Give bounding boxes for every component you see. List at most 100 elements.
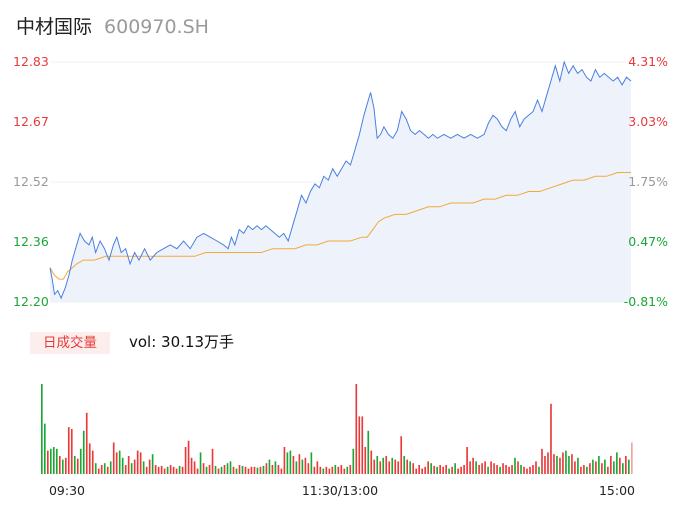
volume-bar [217,468,220,474]
volume-bar [451,466,453,474]
y-axis-price-labels: 12.83 12.67 12.52 12.36 12.20 [13,54,49,309]
price-line [49,60,632,300]
volume-bar [427,461,429,474]
volume-bar [94,463,97,474]
volume-bar [568,456,570,474]
volume-bar [622,463,624,474]
volume-bar [211,448,214,474]
volume-bar [121,457,124,474]
volume-bar [286,452,289,474]
volume-bar [148,459,151,474]
volume-bar [304,457,307,474]
volume-bar [361,416,364,474]
volume-bar [358,416,361,474]
volume-bar [484,461,486,474]
volume-bar [157,466,160,474]
volume-bar [58,456,61,474]
volume-bar [130,463,133,474]
volume-bar [325,466,328,474]
volume-bar [604,459,606,474]
volume-bar [598,456,600,474]
volume-bar [592,459,594,474]
volume-bar [469,461,471,474]
volume-bar [190,457,193,474]
volume-bar [595,461,597,474]
volume-bar [631,442,633,474]
volume-bar [226,463,229,474]
volume-bar [46,450,49,474]
volume-bar [109,461,112,474]
daily-volume-tab[interactable]: 日成交量 [30,332,110,354]
volume-bar [409,461,412,474]
volume-bar [388,461,391,474]
y-tick-pct-2: 1.75% [628,174,668,189]
volume-bar [454,463,456,474]
volume-bar [607,466,609,474]
volume-bar [235,468,238,474]
volume-bar [97,468,100,474]
volume-bar [424,466,426,474]
volume-bar [241,465,244,474]
volume-bar [169,465,172,474]
volume-bar [319,466,322,474]
volume-bar [349,465,352,474]
x-axis-time-labels: 09:30 11:30/13:00 15:00 [49,483,635,498]
volume-bar [385,456,388,474]
volume-bar [280,468,283,474]
volume-bar [274,461,277,474]
volume-bar [589,463,591,474]
volume-bar [289,450,292,474]
volume-bar [136,450,139,474]
volume-bar [565,450,567,474]
volume-bar [511,465,513,474]
volume-bar [253,466,256,474]
y-tick-label-3: 12.36 [13,234,49,249]
volume-bar [196,468,199,474]
volume-bar [550,403,552,474]
volume-bar [445,465,447,474]
volume-bar [202,463,205,474]
volume-bar [415,468,418,474]
volume-bar [160,465,163,474]
y-tick-label-2: 12.52 [13,174,49,189]
volume-bar [64,457,67,474]
volume-bar [265,463,268,474]
y-tick-pct-4: -0.81% [624,294,668,309]
volume-bar [406,459,409,474]
volume-bar [295,461,298,474]
volume-bar [562,452,564,474]
y-tick-pct-3: 0.47% [628,234,668,249]
volume-bar [439,465,441,474]
volume-bar [520,465,522,474]
volume-bar [526,468,528,474]
volume-bar [331,466,334,474]
volume-bar [535,461,537,474]
volume-bar [412,463,415,474]
volume-bar [352,448,355,474]
volume-bar [310,452,313,474]
y-axis-percent-labels: 4.31% 3.03% 1.75% 0.47% -0.81% [624,54,668,309]
volume-bar [49,448,52,474]
volume-bar [508,466,510,474]
volume-bar [337,466,340,474]
volume-bar [475,461,477,474]
volume-bar [397,461,400,474]
average-price-line [49,172,631,280]
volume-bar [460,466,462,474]
volume-bar [544,456,546,474]
volume-bar [85,412,88,474]
volume-bar [529,466,531,474]
volume-bar [223,465,226,474]
volume-bar [298,454,301,474]
volume-bar [493,463,495,474]
volume-bar [523,466,525,474]
volume-bar [481,463,483,474]
volume-bar [316,461,319,474]
volume-bar [532,465,534,474]
volume-bar [334,465,337,474]
stock-header: 中材国际 600970.SH [16,12,209,40]
volume-bar [577,457,579,474]
volume-bar [61,459,64,474]
volume-bar [268,459,271,474]
volume-bar [370,450,373,474]
